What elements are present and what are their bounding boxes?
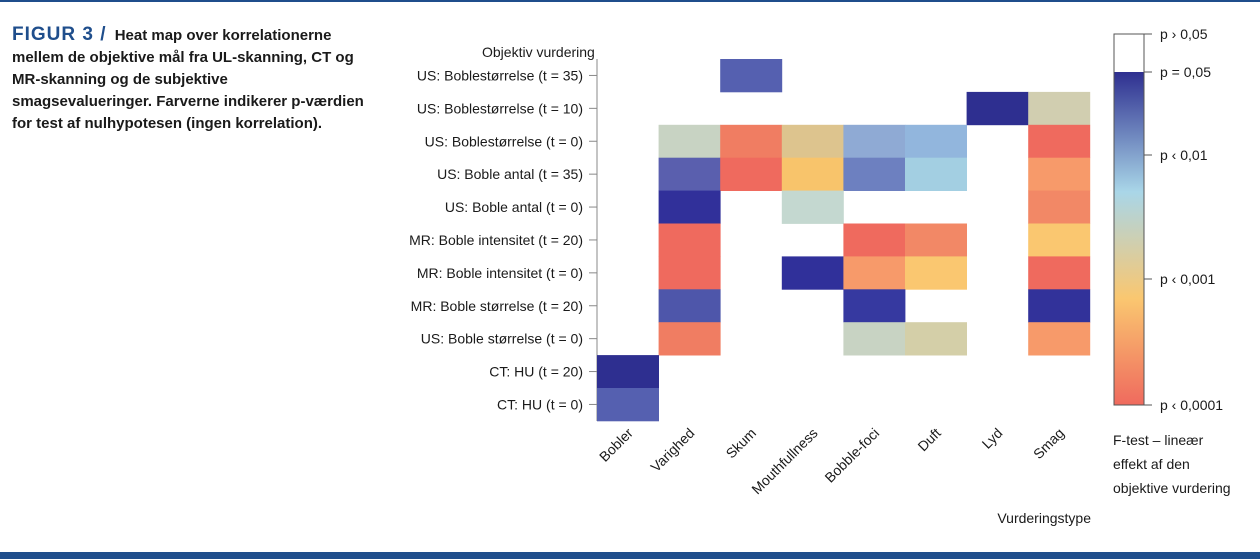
row-label: US: Boble størrelse (t = 0) bbox=[421, 331, 583, 347]
y-axis-title: Objektiv vurdering bbox=[482, 44, 595, 60]
row-label: US: Boblestørrelse (t = 35) bbox=[417, 67, 583, 83]
row-label: MR: Boble intensitet (t = 20) bbox=[409, 232, 583, 248]
colorbar-ticks: p › 0,05 p = 0,05 p ‹ 0,01 p ‹ 0,001 p ‹ 0,0… bbox=[1144, 26, 1223, 413]
row-label: CT: HU (t = 20) bbox=[489, 364, 583, 380]
column-label: Duft bbox=[914, 425, 944, 455]
row-labels: US: Boblestørrelse (t = 35) US: Boblestør… bbox=[409, 67, 597, 412]
heatmap-cell bbox=[843, 124, 906, 159]
heatmap-cell bbox=[843, 223, 906, 257]
colorbar-title-line1: F-test – lineær bbox=[1113, 432, 1204, 448]
heatmap-cell bbox=[905, 223, 967, 257]
heatmap-cell bbox=[597, 388, 659, 422]
row-label: US: Boble antal (t = 0) bbox=[445, 199, 583, 215]
column-label: Smag bbox=[1030, 425, 1067, 462]
heatmap-cell bbox=[1028, 190, 1091, 224]
x-axis-title: Vurderingstype bbox=[997, 510, 1091, 526]
colorbar-title-line2: effekt af den bbox=[1113, 456, 1190, 472]
colorbar-gradient bbox=[1114, 72, 1144, 405]
heatmap-cells bbox=[597, 59, 1091, 422]
colorbar-title-line3: objektive vurdering bbox=[1113, 480, 1231, 496]
heatmap-cell bbox=[905, 322, 967, 356]
heatmap-cell bbox=[843, 157, 906, 191]
heatmap-cell bbox=[658, 322, 721, 356]
top-rule bbox=[0, 0, 1260, 2]
row-label: CT: HU (t = 0) bbox=[497, 396, 583, 412]
colorbar-label: p ‹ 0,0001 bbox=[1160, 397, 1223, 413]
column-label: Skum bbox=[722, 425, 759, 462]
row-label: US: Boblestørrelse (t = 10) bbox=[417, 100, 583, 116]
heatmap-cell bbox=[843, 289, 906, 323]
column-label: Bobler bbox=[596, 425, 636, 465]
heatmap-cell bbox=[1028, 289, 1091, 323]
row-label: US: Boble antal (t = 35) bbox=[437, 166, 583, 182]
heatmap-cell bbox=[658, 223, 721, 257]
colorbar-label: p = 0,05 bbox=[1160, 64, 1211, 80]
row-label: MR: Boble intensitet (t = 0) bbox=[417, 265, 583, 281]
bottom-rule bbox=[0, 552, 1260, 559]
heatmap-cell bbox=[781, 157, 844, 191]
colorbar-label: p › 0,05 bbox=[1160, 26, 1208, 42]
colorbar-label: p ‹ 0,001 bbox=[1160, 271, 1215, 287]
heatmap-cell bbox=[658, 289, 721, 323]
heatmap-cell bbox=[905, 157, 967, 191]
column-label: Lyd bbox=[979, 425, 1006, 452]
row-label: MR: Boble størrelse (t = 20) bbox=[411, 298, 583, 314]
heatmap-cell bbox=[966, 91, 1029, 126]
heatmap-cell bbox=[597, 355, 659, 389]
colorbar-outline bbox=[1113, 33, 1145, 406]
heatmap-cell bbox=[781, 124, 844, 159]
column-label: Mouthfullness bbox=[748, 425, 820, 497]
heatmap-cell bbox=[720, 59, 783, 93]
heatmap-cell bbox=[1028, 124, 1091, 159]
heatmap-cell bbox=[905, 256, 967, 290]
column-label: Bobble-foci bbox=[821, 425, 882, 486]
heatmap-cell bbox=[720, 124, 783, 159]
heatmap-cell bbox=[658, 256, 721, 290]
figure-label: FIGUR 3 / bbox=[12, 24, 107, 45]
heatmap-cell bbox=[658, 190, 721, 224]
caption-text: Heat map over korrelationerne mellem de … bbox=[12, 27, 364, 132]
heatmap-cell bbox=[1028, 91, 1091, 126]
heatmap-cell bbox=[658, 157, 721, 191]
heatmap-cell bbox=[843, 322, 906, 356]
heatmap-cell bbox=[720, 157, 783, 191]
heatmap-cell bbox=[1028, 256, 1091, 290]
heatmap-cell bbox=[781, 256, 844, 290]
heatmap-cell bbox=[843, 256, 906, 290]
colorbar-label: p ‹ 0,01 bbox=[1160, 147, 1208, 163]
heatmap-cell bbox=[1028, 223, 1091, 257]
figure-caption: FIGUR 3 / Heat map over korrelationerne … bbox=[12, 24, 372, 135]
heatmap-cell bbox=[1028, 322, 1091, 356]
row-label: US: Boblestørrelse (t = 0) bbox=[425, 133, 583, 149]
heatmap-cell bbox=[905, 124, 967, 159]
column-label: Varighed bbox=[647, 425, 697, 475]
heatmap-cell bbox=[658, 124, 721, 159]
heatmap-cell bbox=[781, 190, 844, 224]
heatmap-cell bbox=[1028, 157, 1091, 191]
